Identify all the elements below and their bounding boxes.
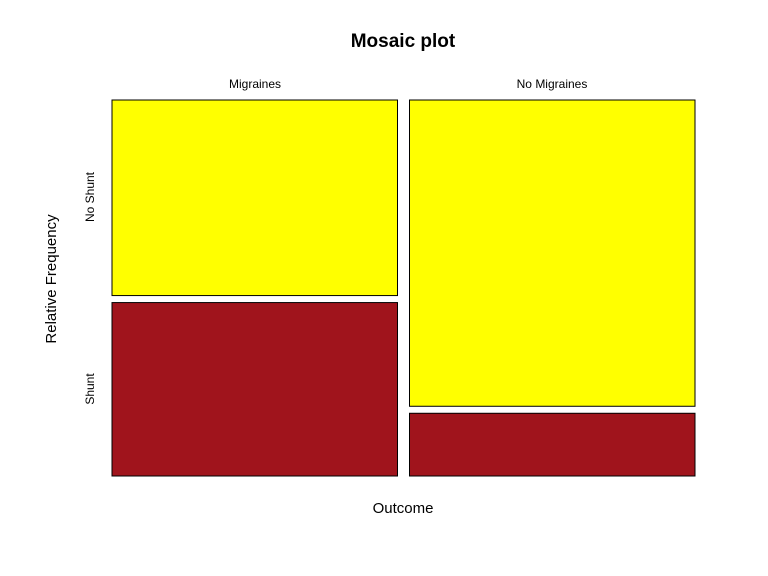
column-label-migraines: Migraines (229, 77, 281, 91)
chart-title: Mosaic plot (351, 31, 456, 52)
tile-no-migraines-shunt (409, 412, 696, 477)
mosaic-tiles (111, 99, 696, 477)
column-label-no-migraines: No Migraines (517, 77, 588, 91)
tile-migraines-no-shunt (111, 99, 398, 297)
y-axis-label: Relative Frequency (43, 214, 60, 344)
row-label-shunt: Shunt (83, 373, 97, 405)
tile-no-migraines-no-shunt (409, 99, 696, 407)
tile-migraines-shunt (111, 302, 398, 477)
x-axis-label: Outcome (373, 500, 434, 517)
row-label-no-shunt: No Shunt (83, 171, 97, 222)
